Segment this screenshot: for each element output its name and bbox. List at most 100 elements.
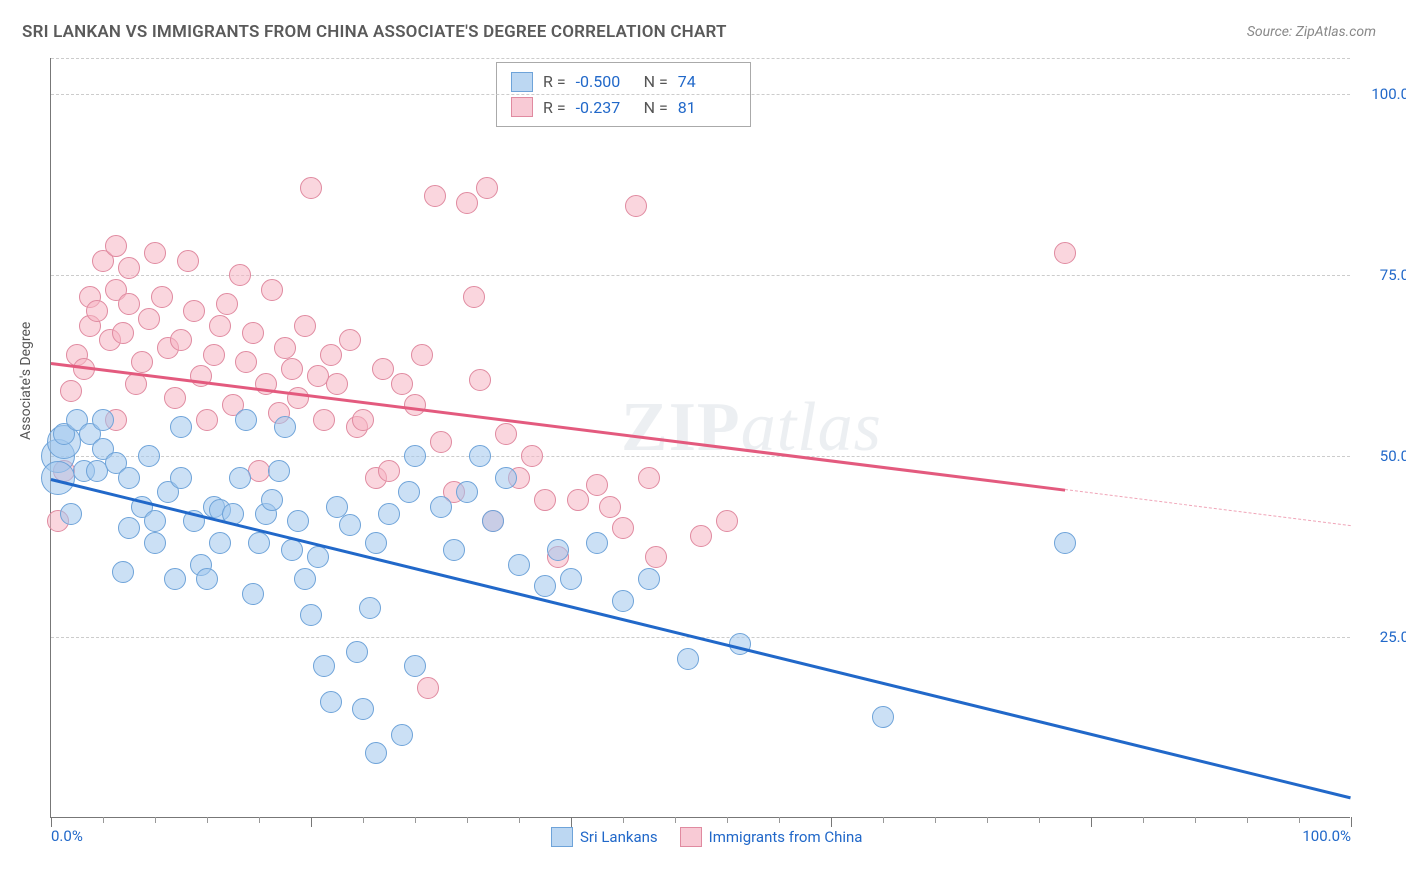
data-point-pink: [417, 677, 439, 699]
legend-label-blue: Sri Lankans: [580, 828, 658, 846]
series-legend: Sri Lankans Immigrants from China: [551, 827, 862, 847]
data-point-pink: [86, 300, 108, 322]
x-tick-minor: [883, 817, 884, 823]
data-point-pink: [567, 489, 589, 511]
x-tick-minor: [207, 817, 208, 823]
data-point-blue: [586, 532, 608, 554]
data-point-blue: [495, 467, 517, 489]
x-tick-minor: [415, 817, 416, 823]
data-point-pink: [151, 286, 173, 308]
data-point-pink: [391, 373, 413, 395]
data-point-pink: [411, 344, 433, 366]
data-point-blue: [209, 532, 231, 554]
x-tick-minor: [727, 817, 728, 823]
data-point-blue: [138, 445, 160, 467]
data-point-pink: [469, 369, 491, 391]
trend-line-pink-dashed: [1065, 489, 1351, 526]
r-label: R =: [543, 69, 566, 95]
data-point-pink: [131, 351, 153, 373]
data-point-blue: [287, 510, 309, 532]
swatch-pink: [680, 827, 702, 847]
x-tick-major: [51, 817, 52, 827]
data-point-blue: [196, 568, 218, 590]
data-point-pink: [196, 409, 218, 431]
data-point-blue: [92, 409, 114, 431]
data-point-pink: [118, 293, 140, 315]
data-point-blue: [638, 568, 660, 590]
x-tick-major: [1091, 817, 1092, 827]
data-point-pink: [372, 358, 394, 380]
data-point-pink: [320, 344, 342, 366]
data-point-pink: [112, 322, 134, 344]
x-tick-minor: [623, 817, 624, 823]
data-point-blue: [872, 706, 894, 728]
data-point-pink: [209, 315, 231, 337]
data-point-blue: [235, 409, 257, 431]
data-point-pink: [242, 322, 264, 344]
data-point-pink: [716, 510, 738, 532]
data-point-pink: [261, 279, 283, 301]
data-point-pink: [352, 409, 374, 431]
x-tick-major: [571, 817, 572, 827]
legend-item-pink: Immigrants from China: [680, 827, 863, 847]
data-point-blue: [365, 742, 387, 764]
swatch-blue: [511, 72, 533, 92]
x-tick-minor: [675, 817, 676, 823]
data-point-blue: [404, 445, 426, 467]
data-point-blue: [268, 460, 290, 482]
data-point-blue: [469, 445, 491, 467]
x-tick-label: 100.0%: [1302, 827, 1351, 845]
data-point-pink: [339, 329, 361, 351]
r-value-pink: -0.237: [576, 95, 634, 121]
data-point-blue: [456, 481, 478, 503]
data-point-blue: [339, 514, 361, 536]
data-point-pink: [534, 489, 556, 511]
source-attribution: Source: ZipAtlas.com: [1247, 24, 1376, 40]
data-point-blue: [677, 648, 699, 670]
data-point-blue: [164, 568, 186, 590]
data-point-pink: [638, 467, 660, 489]
data-point-blue: [261, 489, 283, 511]
data-point-blue: [144, 510, 166, 532]
data-point-pink: [586, 474, 608, 496]
gridline: [51, 58, 1350, 59]
x-tick-minor: [155, 817, 156, 823]
data-point-blue: [41, 461, 75, 495]
data-point-blue: [170, 467, 192, 489]
data-point-pink: [625, 195, 647, 217]
x-tick-minor: [779, 817, 780, 823]
data-point-blue: [118, 517, 140, 539]
stats-row-blue: R = -0.500 N = 74: [511, 69, 736, 95]
data-point-pink: [456, 192, 478, 214]
gridline: [51, 456, 1350, 457]
data-point-blue: [242, 583, 264, 605]
data-point-blue: [378, 503, 400, 525]
data-point-pink: [521, 445, 543, 467]
data-point-pink: [105, 235, 127, 257]
data-point-pink: [690, 525, 712, 547]
data-point-blue: [346, 641, 368, 663]
data-point-pink: [144, 242, 166, 264]
y-axis-label: Associate's Degree: [18, 322, 34, 440]
data-point-blue: [612, 590, 634, 612]
data-point-pink: [476, 177, 498, 199]
data-point-pink: [274, 337, 296, 359]
gridline: [51, 94, 1350, 95]
data-point-blue: [443, 539, 465, 561]
data-point-pink: [235, 351, 257, 373]
y-tick-label: 50.0%: [1360, 447, 1406, 465]
data-point-pink: [229, 264, 251, 286]
data-point-pink: [203, 344, 225, 366]
n-value-blue: 74: [678, 69, 736, 95]
data-point-blue: [274, 416, 296, 438]
data-point-blue: [391, 724, 413, 746]
data-point-blue: [404, 655, 426, 677]
x-tick-minor: [1143, 817, 1144, 823]
x-tick-minor: [1039, 817, 1040, 823]
data-point-pink: [495, 423, 517, 445]
data-point-blue: [547, 539, 569, 561]
x-tick-major: [311, 817, 312, 827]
x-tick-minor: [1299, 817, 1300, 823]
y-tick-label: 75.0%: [1360, 266, 1406, 284]
data-point-pink: [599, 496, 621, 518]
